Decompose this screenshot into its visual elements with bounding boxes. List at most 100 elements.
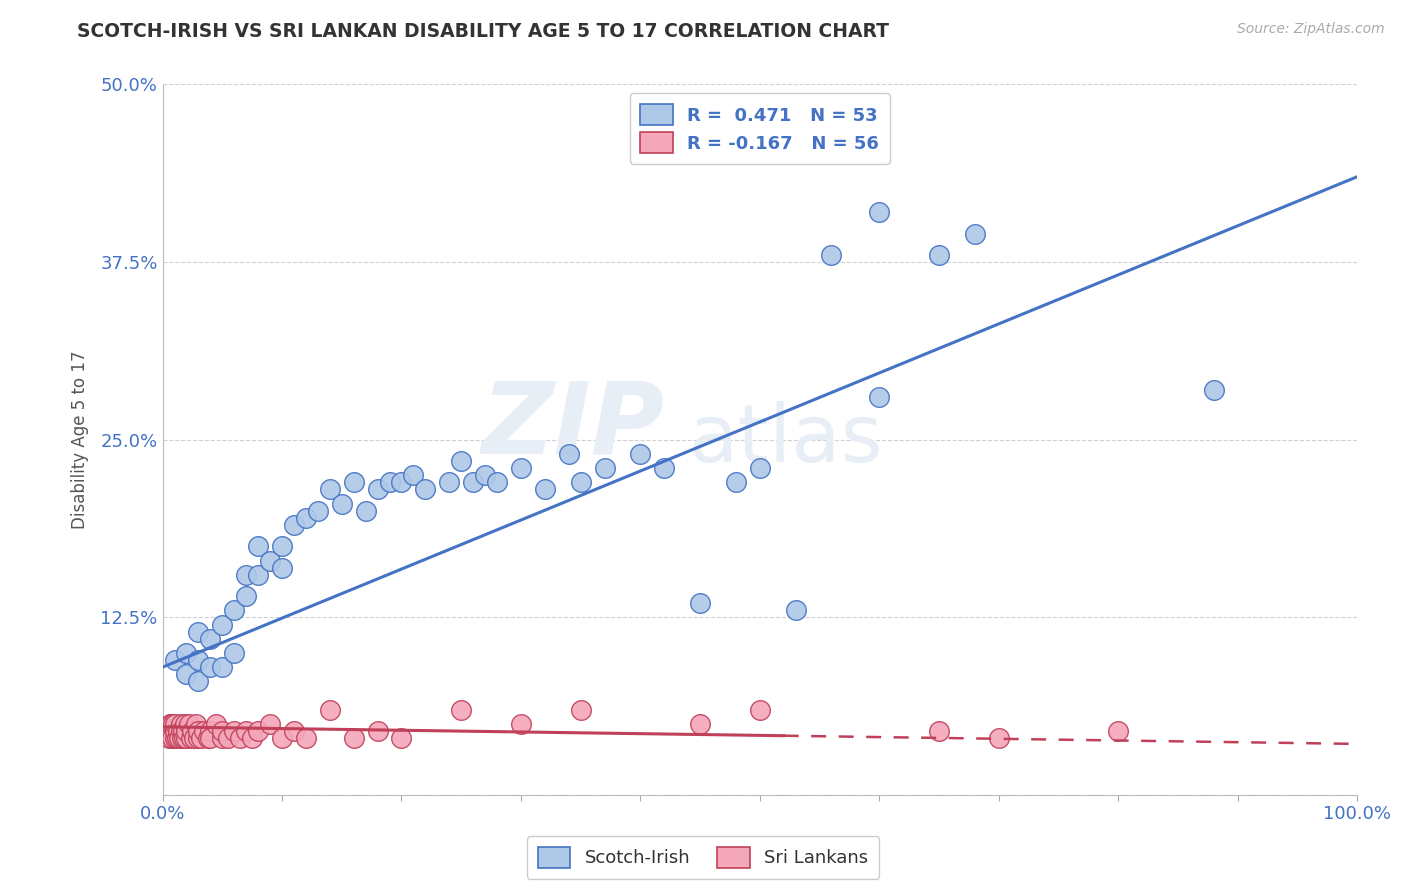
Point <box>415 483 437 497</box>
Point <box>167 724 190 739</box>
Point <box>183 731 205 746</box>
Point <box>187 624 209 639</box>
Point <box>463 475 485 490</box>
Text: ZIP: ZIP <box>481 377 664 474</box>
Legend: R =  0.471   N = 53, R = -0.167   N = 56: R = 0.471 N = 53, R = -0.167 N = 56 <box>630 94 890 164</box>
Point <box>271 539 294 553</box>
Point <box>187 674 209 689</box>
Point <box>319 483 342 497</box>
Point <box>176 667 198 681</box>
Point <box>224 724 246 739</box>
Point <box>181 724 204 739</box>
Point <box>628 447 651 461</box>
Point <box>450 703 472 717</box>
Point <box>200 632 222 646</box>
Point <box>569 475 592 490</box>
Point <box>176 646 198 660</box>
Point <box>172 724 194 739</box>
Point <box>868 205 890 219</box>
Point <box>163 731 186 746</box>
Point <box>1107 724 1129 739</box>
Point <box>724 475 747 490</box>
Point <box>1202 383 1225 397</box>
Point <box>224 646 246 660</box>
Point <box>184 717 207 731</box>
Point <box>689 717 711 731</box>
Point <box>235 567 257 582</box>
Point <box>391 475 413 490</box>
Point <box>169 717 191 731</box>
Point <box>748 461 770 475</box>
Point <box>174 717 197 731</box>
Point <box>259 717 281 731</box>
Point <box>402 468 425 483</box>
Point <box>211 617 233 632</box>
Point <box>987 731 1010 746</box>
Point <box>176 731 198 746</box>
Point <box>200 724 222 739</box>
Point <box>200 660 222 674</box>
Point <box>569 703 592 717</box>
Point <box>166 731 188 746</box>
Point <box>533 483 555 497</box>
Y-axis label: Disability Age 5 to 17: Disability Age 5 to 17 <box>72 351 89 529</box>
Point <box>689 596 711 610</box>
Point <box>235 589 257 603</box>
Point <box>190 731 212 746</box>
Point <box>928 248 950 262</box>
Text: SCOTCH-IRISH VS SRI LANKAN DISABILITY AGE 5 TO 17 CORRELATION CHART: SCOTCH-IRISH VS SRI LANKAN DISABILITY AG… <box>77 22 890 41</box>
Point <box>205 717 228 731</box>
Point <box>748 703 770 717</box>
Point <box>163 724 186 739</box>
Point <box>283 518 305 533</box>
Point <box>170 731 193 746</box>
Point <box>928 724 950 739</box>
Point <box>557 447 579 461</box>
Point <box>211 724 233 739</box>
Point <box>367 724 389 739</box>
Point <box>295 511 318 525</box>
Point <box>163 653 186 667</box>
Point <box>343 475 366 490</box>
Point <box>652 461 675 475</box>
Point <box>176 724 198 739</box>
Point <box>211 660 233 674</box>
Point <box>247 539 270 553</box>
Point <box>200 731 222 746</box>
Point <box>509 717 531 731</box>
Text: atlas: atlas <box>688 401 883 479</box>
Point <box>173 731 195 746</box>
Point <box>868 390 890 404</box>
Point <box>283 724 305 739</box>
Point <box>187 653 209 667</box>
Point <box>247 724 270 739</box>
Point <box>211 731 233 746</box>
Point <box>187 724 209 739</box>
Point <box>307 504 329 518</box>
Point <box>820 248 842 262</box>
Point <box>180 731 202 746</box>
Point <box>160 731 183 746</box>
Point <box>330 497 353 511</box>
Point <box>162 717 184 731</box>
Point <box>343 731 366 746</box>
Point <box>177 717 200 731</box>
Point <box>217 731 239 746</box>
Point <box>271 560 294 574</box>
Point <box>963 227 986 241</box>
Point <box>367 483 389 497</box>
Point <box>224 603 246 617</box>
Point <box>187 731 209 746</box>
Point <box>247 567 270 582</box>
Legend: Scotch-Irish, Sri Lankans: Scotch-Irish, Sri Lankans <box>527 836 879 879</box>
Point <box>197 731 219 746</box>
Point <box>486 475 509 490</box>
Point <box>509 461 531 475</box>
Point <box>439 475 461 490</box>
Point <box>229 731 252 746</box>
Point <box>235 724 257 739</box>
Point <box>193 724 215 739</box>
Point <box>157 731 180 746</box>
Point <box>354 504 377 518</box>
Point <box>474 468 496 483</box>
